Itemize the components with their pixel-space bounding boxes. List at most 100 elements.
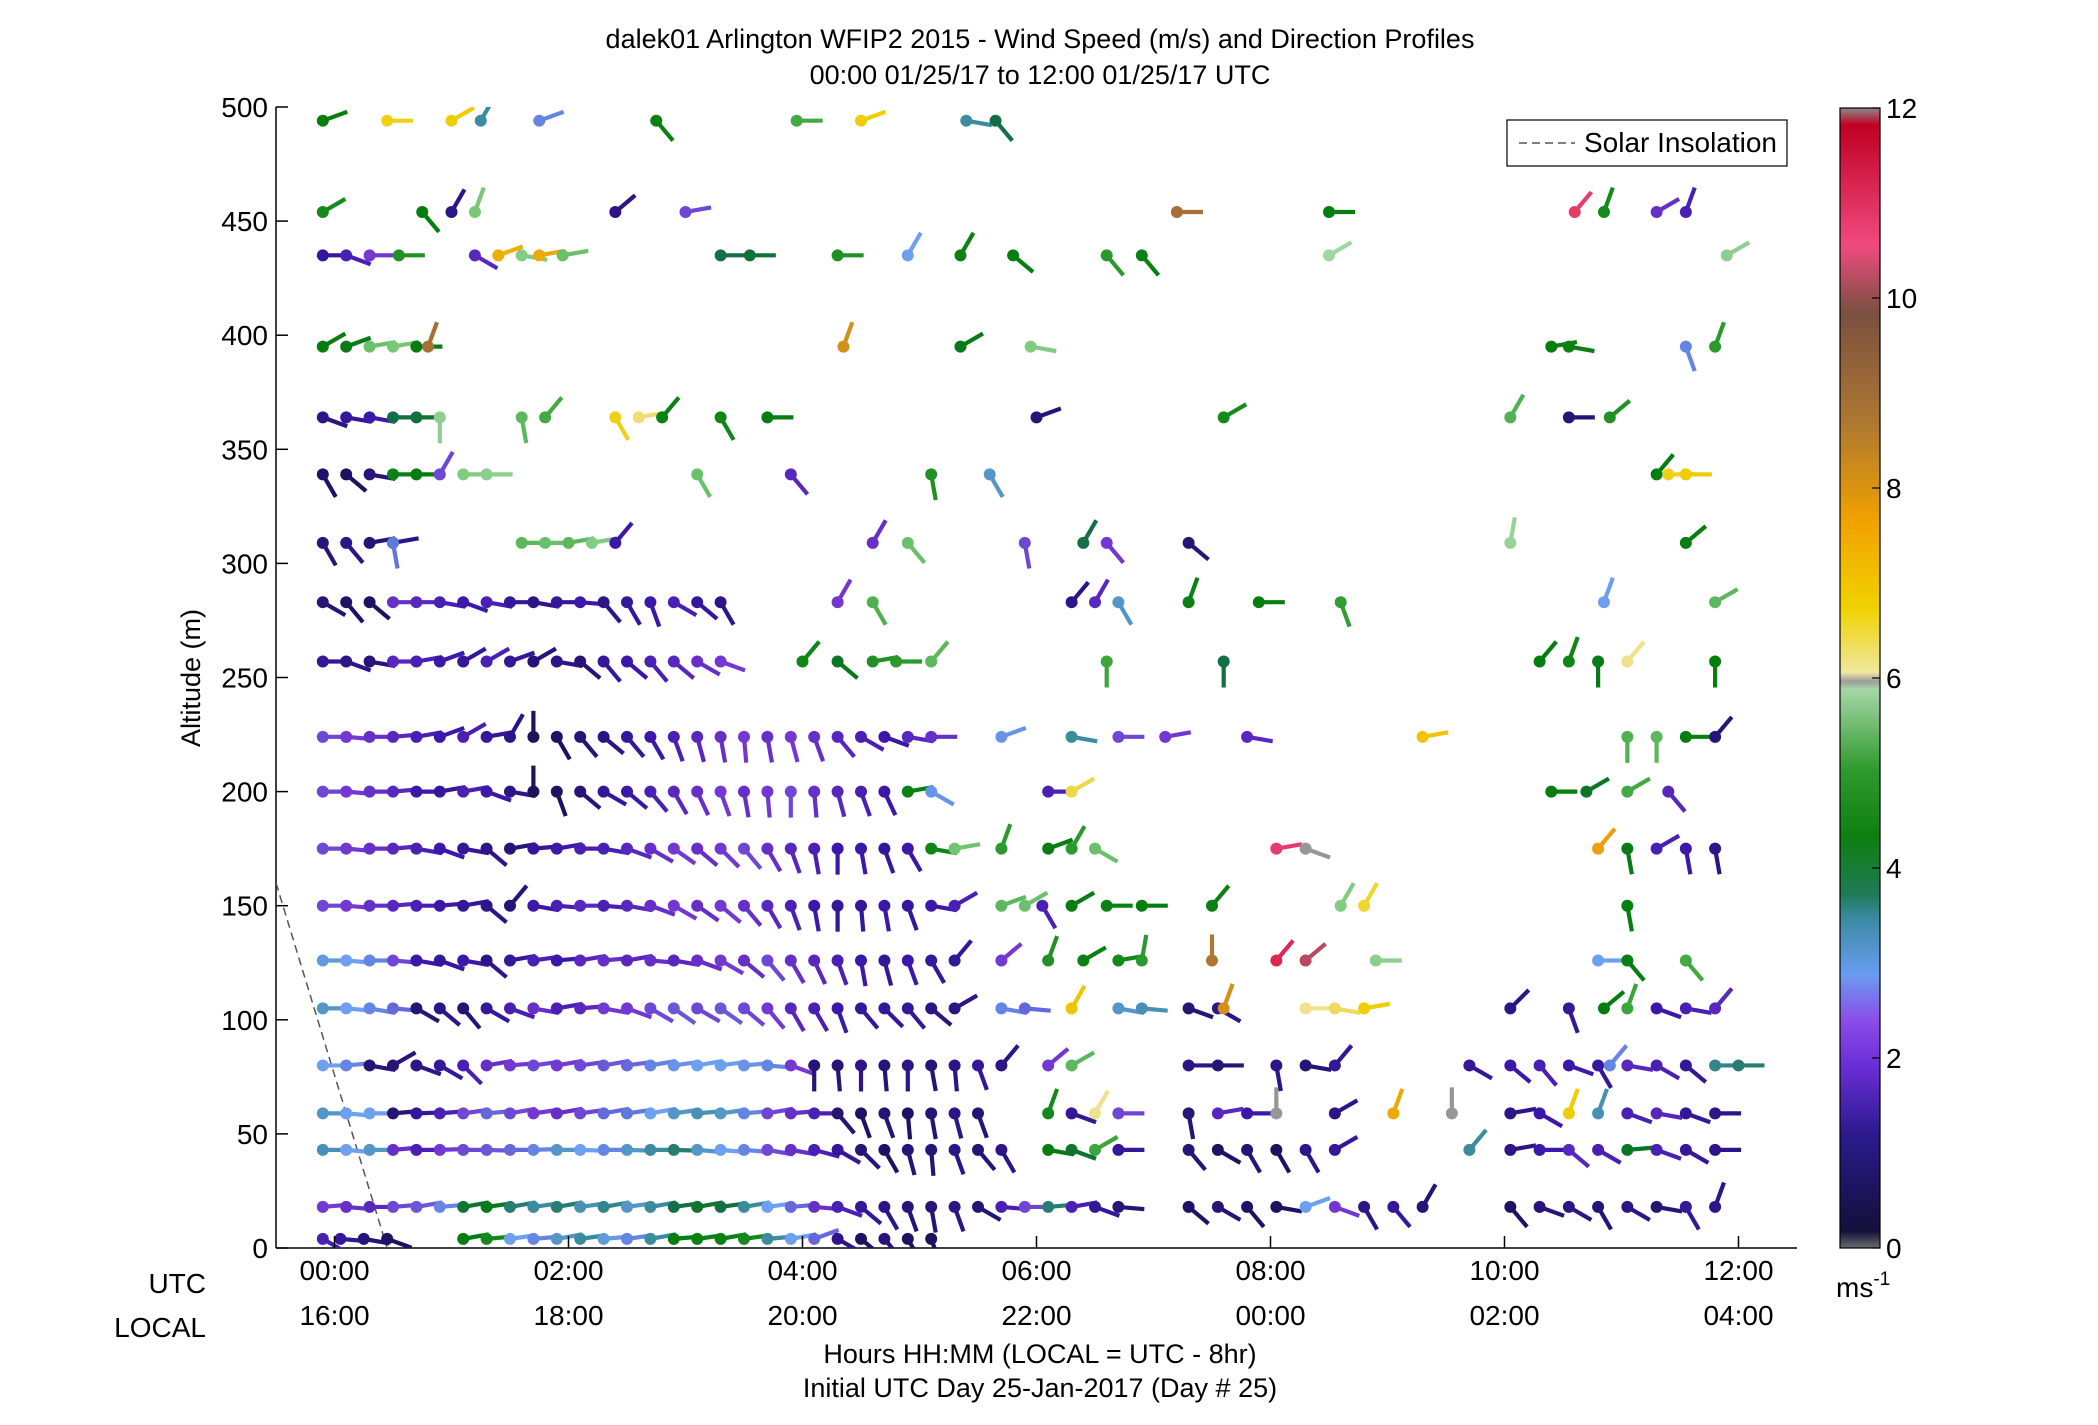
wind-barb (1504, 988, 1531, 1015)
wind-barb-dot (1463, 1059, 1476, 1072)
wind-barb-dot (1416, 730, 1429, 743)
wind-barb (667, 730, 685, 762)
wind-barb (433, 1002, 462, 1027)
wind-barb (1533, 1059, 1558, 1087)
wind-barb-dot (597, 655, 610, 668)
wind-barb-dot (316, 655, 329, 668)
wind-barb (1463, 1128, 1488, 1156)
wind-barb-dot (925, 1143, 938, 1156)
wind-barb (1042, 935, 1060, 967)
wind-barb (1018, 890, 1049, 912)
wind-barb (644, 785, 669, 813)
wind-barb (855, 842, 868, 875)
wind-barb-dot (550, 596, 563, 609)
wind-barb (1299, 1196, 1331, 1213)
wind-barb (1592, 827, 1617, 855)
wind-barb (831, 655, 859, 680)
wind-barb-dot (527, 1200, 540, 1213)
wind-barb-dot (644, 596, 657, 609)
wind-barb (714, 596, 736, 626)
wind-barb-dot (831, 954, 844, 967)
wind-barb-dot (855, 1232, 867, 1245)
wind-barb-dot (527, 1232, 540, 1245)
wind-barb (1533, 1143, 1566, 1156)
wind-barb-dot (1650, 1002, 1663, 1015)
wind-barb (1562, 1002, 1580, 1034)
wind-barb (831, 1107, 856, 1135)
wind-barb (609, 411, 631, 441)
wind-barb-dot (890, 655, 903, 668)
wind-barb-dot (387, 340, 399, 353)
wind-barb-dot (831, 730, 844, 743)
wind-barb (714, 249, 747, 262)
wind-barb (691, 655, 721, 677)
wind-barb-dot (363, 954, 376, 967)
wind-barb-dot (1100, 655, 1113, 668)
wind-barb (1709, 1143, 1742, 1156)
wind-barb (1679, 186, 1697, 218)
wind-barb (392, 249, 425, 262)
wind-barb (837, 321, 855, 353)
wind-barb (667, 596, 698, 618)
x-tick-label-local: 00:00 (1235, 1300, 1305, 1331)
wind-barb-dot (738, 730, 750, 743)
wind-barb-dot (901, 785, 914, 798)
wind-barb (1679, 1143, 1710, 1165)
wind-barb-dot (1112, 1002, 1125, 1015)
wind-barb (597, 730, 625, 756)
wind-barb-dot (433, 411, 446, 424)
wind-barb-dot (574, 785, 587, 798)
wind-barb-dot (761, 1002, 774, 1015)
wind-barb-dot (1358, 899, 1371, 912)
wind-barb (1562, 340, 1595, 354)
wind-barb (1568, 190, 1594, 218)
wind-barb (1597, 990, 1626, 1015)
wind-barb-dot (831, 655, 844, 668)
wind-barb-dot (855, 899, 867, 912)
wind-barb-dot (1018, 1200, 1031, 1213)
wind-barb-dot (1662, 785, 1675, 798)
wind-barb (1135, 1002, 1168, 1015)
wind-barb-dot (387, 655, 399, 668)
wind-barb-dot (1135, 1002, 1148, 1015)
wind-barb (948, 1059, 961, 1092)
x-tick-label-local: 16:00 (299, 1300, 369, 1331)
wind-barb-dot (644, 954, 657, 967)
x-tick-label-utc: 04:00 (767, 1255, 837, 1286)
wind-barb (644, 842, 674, 864)
wind-barb-dot (831, 596, 844, 609)
wind-barb (621, 596, 642, 626)
wind-barb-dot (667, 1200, 680, 1213)
wind-barb-dot (480, 655, 493, 668)
wind-barb-dot (1112, 1143, 1125, 1156)
wind-barb (1720, 240, 1751, 262)
wind-barb-dot (1270, 842, 1283, 855)
wind-barb (1135, 899, 1168, 912)
wind-barb (808, 785, 821, 818)
wind-barb-dot (714, 249, 727, 262)
wind-barb-dot (925, 468, 938, 481)
wind-barb (468, 186, 486, 218)
wind-barb-dot (761, 785, 774, 798)
wind-barb (1036, 899, 1058, 930)
wind-barb (995, 1143, 1017, 1174)
wind-barb (533, 109, 565, 127)
wind-barb-dot (550, 842, 563, 855)
wind-barb-dot (808, 1232, 821, 1245)
wind-barb-dot (474, 114, 487, 127)
wind-barb (1334, 596, 1352, 628)
wind-barb (1206, 934, 1218, 967)
wind-barb-dot (1562, 1002, 1575, 1015)
colorbar-tick-label: 4 (1886, 853, 1902, 884)
wind-barb-dot (410, 1002, 423, 1015)
wind-barb (925, 1143, 938, 1176)
wind-barb (1650, 1059, 1681, 1081)
wind-barb-dot (363, 340, 376, 353)
wind-barb-dot (363, 785, 376, 798)
wind-barb (340, 655, 372, 673)
wind-barb-dot (1709, 655, 1722, 668)
wind-barb-dot (1334, 596, 1347, 609)
wind-barb-dot (527, 1107, 540, 1120)
wind-barb-dot (480, 842, 493, 855)
wind-barb (340, 536, 365, 565)
